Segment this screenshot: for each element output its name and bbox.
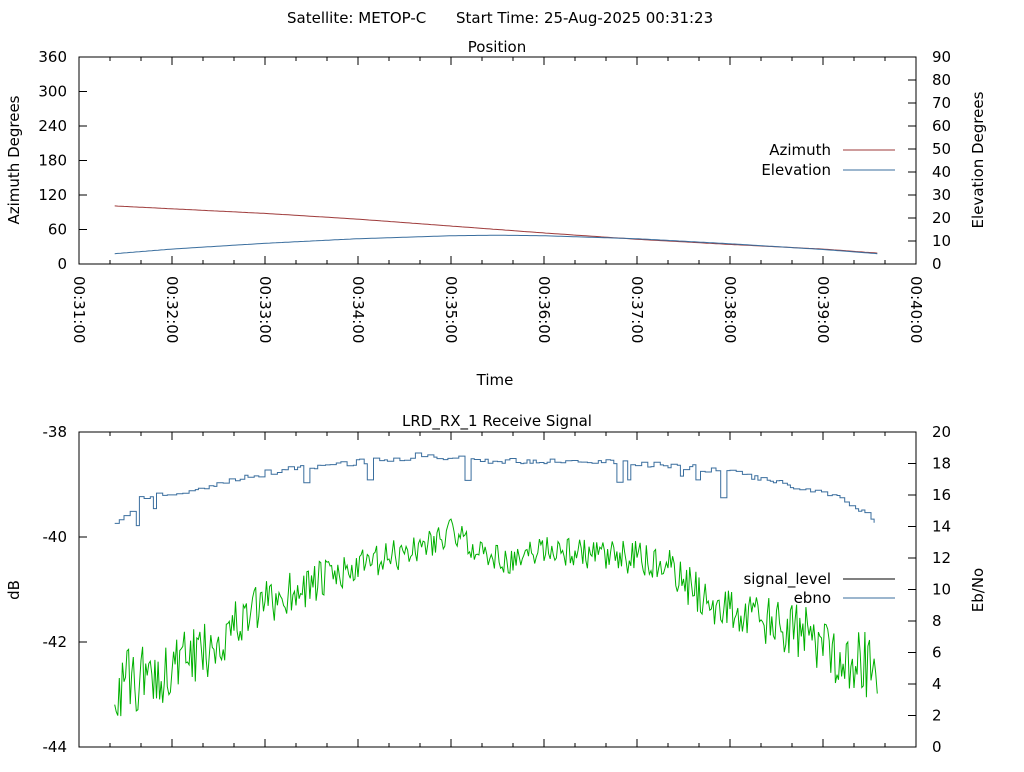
- receive-signal-y2-tick-label: 8: [932, 612, 942, 630]
- receive-signal-plot-frame: [78, 431, 917, 748]
- position-y-tick-label: 60: [48, 221, 67, 239]
- position-x-tick-label: 00:36:00: [535, 276, 553, 343]
- receive-signal-y2-tick-label: 10: [932, 581, 951, 599]
- receive-signal-y-tick-label: -40: [43, 528, 68, 546]
- position-y2-tick-label: 40: [932, 163, 951, 181]
- receive-signal-y2-axis-label: Eb/No: [969, 568, 987, 612]
- position-y2-tick-label: 60: [932, 117, 951, 135]
- position-y-tick-label: 300: [38, 83, 67, 101]
- position-legend-azimuth-label: Azimuth: [769, 141, 831, 159]
- position-y-tick-label: 180: [38, 152, 67, 170]
- receive-signal-chart: LRD_RX_1 Receive Signal -44 -42 -40 -38 0 2 4 6…: [5, 412, 987, 756]
- position-x-tick-label: 00:31:00: [70, 276, 88, 343]
- receive-signal-y-axis-label: dB: [5, 580, 23, 600]
- position-x-axis-label: Time: [476, 371, 514, 389]
- position-x-tick-label: 00:33:00: [256, 276, 274, 343]
- position-y-axis-label: Azimuth Degrees: [5, 95, 23, 224]
- position-ticks: 0 60 120 180 240 300 360 0 10 20 30 40 50 60 70 80 90 00:…: [38, 48, 951, 343]
- receive-signal-legend-signal-level-label: signal_level: [743, 570, 831, 589]
- receive-signal-y2-tick-label: 20: [932, 423, 951, 441]
- position-y2-tick-label: 0: [932, 255, 942, 273]
- position-chart-title: Position: [468, 38, 526, 56]
- receive-signal-legend-ebno-label: ebno: [794, 589, 831, 607]
- receive-signal-y2-tick-label: 4: [932, 675, 942, 693]
- position-y2-tick-label: 10: [932, 232, 951, 250]
- position-y2-tick-label: 90: [932, 48, 951, 66]
- position-y-tick-label: 240: [38, 117, 67, 135]
- receive-signal-y2-tick-label: 16: [932, 486, 951, 504]
- receive-signal-y2-tick-label: 18: [932, 455, 951, 473]
- position-x-tick-label: 00:38:00: [721, 276, 739, 343]
- position-series-elevation-line: [114, 234, 878, 255]
- receive-signal-y2-tick-label: 12: [932, 549, 951, 567]
- position-x-tick-label: 00:34:00: [349, 276, 367, 343]
- position-y-tick-label: 120: [38, 186, 67, 204]
- position-y2-axis-label: Elevation Degrees: [969, 91, 987, 228]
- position-y2-tick-label: 50: [932, 140, 951, 158]
- position-y2-tick-label: 30: [932, 186, 951, 204]
- position-x-tick-label: 00:35:00: [442, 276, 460, 343]
- receive-signal-series: [114, 452, 878, 717]
- header-satellite: Satellite: METOP-C: [287, 9, 426, 27]
- position-y2-tick-label: 20: [932, 209, 951, 227]
- header-start-time: Start Time: 25-Aug-2025 00:31:23: [456, 9, 713, 27]
- position-legend-elevation-label: Elevation: [761, 161, 831, 179]
- position-y2-tick-label: 80: [932, 71, 951, 89]
- receive-signal-y-tick-label: -44: [43, 738, 68, 756]
- receive-signal-title: LRD_RX_1 Receive Signal: [402, 412, 592, 431]
- receive-signal-series-ebno-line: [114, 452, 875, 527]
- position-y-tick-label: 0: [57, 255, 67, 273]
- receive-signal-y-tick-label: -42: [43, 633, 68, 651]
- position-x-tick-label: 00:32:00: [163, 276, 181, 343]
- receive-signal-y2-tick-label: 14: [932, 518, 951, 536]
- receive-signal-y2-tick-label: 6: [932, 644, 942, 662]
- position-x-tick-label: 00:40:00: [907, 276, 925, 343]
- receive-signal-y-tick-label: -38: [43, 423, 68, 441]
- position-x-tick-label: 00:37:00: [628, 276, 646, 343]
- receive-signal-ticks: -44 -42 -40 -38 0 2 4 6 8 10 12 14 16 18 20: [43, 423, 952, 756]
- position-legend: Azimuth Elevation: [761, 141, 895, 179]
- receive-signal-y2-tick-label: 2: [932, 707, 942, 725]
- position-y2-tick-label: 70: [932, 94, 951, 112]
- receive-signal-series-signal-level-line: [114, 518, 878, 717]
- position-y-tick-label: 360: [38, 48, 67, 66]
- position-chart: Position 0 60 120 180 240 300 360 0 10 20 30 40 50 60…: [5, 38, 987, 389]
- receive-signal-y2-tick-label: 0: [932, 738, 942, 756]
- position-x-tick-label: 00:39:00: [814, 276, 832, 343]
- position-series: [114, 205, 878, 255]
